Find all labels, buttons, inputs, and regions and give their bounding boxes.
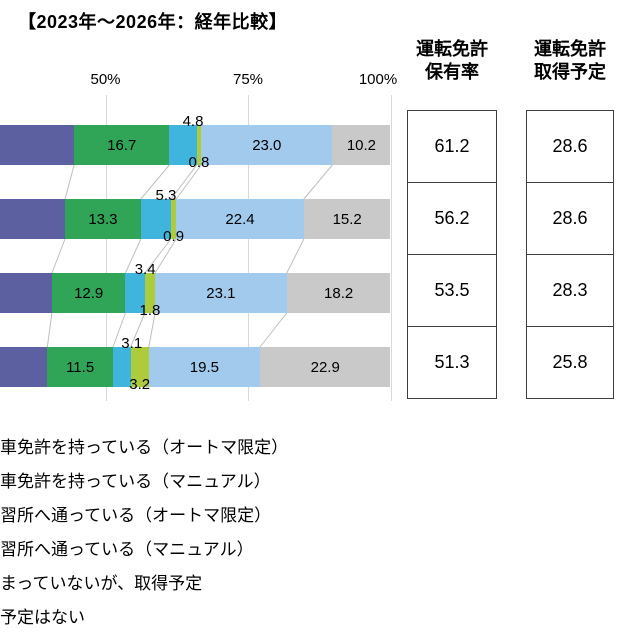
bar-value-label: 16.7 (107, 136, 137, 154)
legend-item-driving-school-manual: 習所へ通っている（マニュアル） (0, 540, 254, 559)
bar-segment (171, 199, 177, 239)
bar-value-label: 12.9 (74, 284, 104, 302)
x-axis: 50% 75% 100% (0, 71, 400, 91)
bar-value-label: 5.3 (155, 187, 177, 204)
bar-segment: 11.5 (47, 347, 113, 387)
bar-value-label: 0.9 (163, 228, 185, 245)
ownership-rate-header: 運転免許 保有率 (407, 38, 497, 84)
bar-value-label: 23.1 (206, 284, 236, 302)
bar-segment: 15.2 (303, 199, 391, 239)
legend-item-no-plans: 予定はない (0, 608, 85, 627)
bar-segment (0, 347, 48, 387)
legend-item-license-automatic: 車免許を持っている（オートマ限定） (0, 438, 289, 457)
table-cell-ownership-2023: 61.2 (407, 110, 497, 183)
plot-area: 16.7 4.8 0.8 23.0 10.2 13.3 5.3 0.9 22.4 15.2 12.9… (0, 95, 396, 405)
bar-segment (196, 125, 202, 165)
legend-item-planning-undecided: まっていないが、取得予定 (0, 574, 203, 593)
bar-segment (169, 125, 197, 165)
legend-item-license-manual: 車免許を持っている（マニュアル） (0, 472, 271, 491)
bar-value-label: 3.2 (129, 376, 151, 393)
bar-segment (140, 199, 172, 239)
table-cell-plan-2025: 28.3 (526, 254, 614, 327)
bar-segment: 23.0 (201, 125, 333, 165)
gridline (105, 95, 107, 401)
table-cell-plan-2023: 28.6 (526, 110, 614, 183)
bar-segment (130, 347, 149, 387)
bar-segment: 22.4 (176, 199, 304, 239)
ownership-rate-header-line1: 運転免許 (416, 39, 488, 59)
bar-value-label: 22.4 (225, 210, 255, 228)
bar-value-label: 11.5 (66, 358, 95, 376)
bar-value-label: 15.2 (332, 210, 362, 228)
ownership-rate-header-line2: 保有率 (425, 62, 479, 82)
acquisition-plan-cells: 28.6 28.6 28.3 25.8 (526, 110, 614, 399)
bar-segment (0, 125, 75, 165)
legend: 車免許を持っている（オートマ限定） 車免許を持っている（マニュアル） 習所へ通っ… (0, 431, 288, 635)
legend-item-driving-school-automatic: 習所へ通っている（オートマ限定） (0, 506, 272, 525)
bar-segment: 12.9 (51, 273, 126, 313)
table-cell-ownership-2026: 51.3 (407, 326, 497, 399)
table-cell-ownership-2025: 53.5 (407, 254, 497, 327)
bar-value-label: 3.1 (121, 335, 143, 352)
acquisition-plan-header-line1: 運転免許 (534, 39, 606, 59)
acquisition-plan-header-line2: 取得予定 (534, 62, 606, 82)
bar-value-label: 19.5 (189, 358, 219, 376)
table-cell-plan-2026: 25.8 (526, 326, 614, 399)
bar-value-label: 13.3 (88, 210, 118, 228)
bar-segment: 16.7 (74, 125, 170, 165)
bar-segment: 23.1 (155, 273, 287, 313)
gridline (390, 95, 392, 401)
bar-segment: 13.3 (65, 199, 141, 239)
bar-value-label: 23.0 (252, 136, 282, 154)
x-axis-tick: 100% (358, 71, 398, 88)
bar-value-label: 22.9 (310, 358, 340, 376)
bar-value-label: 10.2 (346, 136, 377, 154)
bar-segment (0, 199, 66, 239)
bar-value-label: 4.8 (182, 113, 204, 130)
table-cell-ownership-2024: 56.2 (407, 182, 497, 255)
bar-value-label: 18.2 (324, 284, 354, 302)
bar-value-label: 0.8 (188, 154, 210, 171)
bar-value-label: 1.8 (139, 302, 161, 319)
bar-segment: 18.2 (286, 273, 391, 313)
bar-segment (125, 273, 145, 313)
acquisition-plan-header: 運転免許 取得予定 (526, 38, 614, 84)
x-axis-tick: 75% (232, 71, 264, 88)
bar-value-label: 3.4 (134, 261, 156, 278)
bar-segment (144, 273, 156, 313)
bar-segment: 22.9 (259, 347, 391, 387)
bar-segment (0, 273, 52, 313)
bar-segment (112, 347, 131, 387)
bar-segment: 10.2 (332, 125, 391, 165)
x-axis-tick: 50% (90, 71, 121, 88)
ownership-rate-cells: 61.2 56.2 53.5 51.3 (407, 110, 497, 399)
table-cell-plan-2024: 28.6 (526, 182, 614, 255)
bar-segment: 19.5 (148, 347, 260, 387)
gridline (248, 95, 249, 401)
chart-title: 【2023年～2026年：経年比較】 (18, 12, 288, 32)
